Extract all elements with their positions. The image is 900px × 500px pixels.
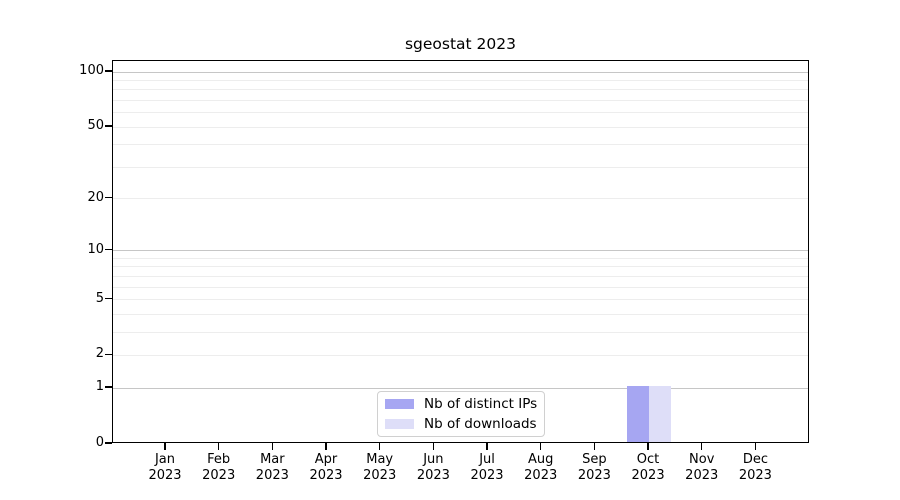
x-tick	[486, 443, 488, 450]
x-tick-label: Sep 2023	[577, 452, 611, 483]
gridline-minor	[113, 354, 808, 356]
legend-swatch-downloads	[385, 419, 414, 429]
x-tick-label: Feb 2023	[202, 452, 236, 483]
y-tick-label: 100	[79, 63, 104, 78]
legend-entry-distinct-ips: Nb of distinct IPs	[385, 396, 544, 413]
x-tick	[378, 443, 381, 450]
x-tick-label: Jun 2023	[416, 452, 450, 483]
gridline-minor	[113, 198, 808, 200]
x-tick-label: Aug 2023	[524, 452, 558, 483]
gridline-minor	[113, 286, 808, 288]
y-tick	[105, 196, 112, 199]
chart-title: sgeostat 2023	[404, 35, 517, 53]
bar-distinct-ips	[627, 386, 650, 442]
y-tick-label: 0	[95, 435, 104, 450]
gridline-minor	[113, 299, 808, 301]
x-tick	[540, 443, 542, 450]
y-tick	[105, 70, 112, 72]
y-tick	[105, 125, 112, 127]
y-tick	[105, 353, 112, 356]
gridline-minor	[113, 126, 808, 128]
x-tick	[754, 443, 757, 450]
x-tick	[593, 443, 596, 450]
x-tick-label: Mar 2023	[255, 452, 289, 483]
legend: Nb of distinct IPs Nb of downloads	[377, 391, 545, 437]
x-tick	[217, 443, 220, 450]
gridline-minor	[113, 99, 808, 101]
gridline-minor	[113, 331, 808, 333]
x-tick-label: May 2023	[363, 452, 397, 483]
x-tick	[701, 443, 703, 450]
gridline-major	[113, 71, 808, 73]
legend-label-downloads: Nb of downloads	[424, 415, 537, 432]
x-tick-label: Apr 2023	[309, 452, 343, 483]
legend-label-distinct-ips: Nb of distinct IPs	[424, 395, 538, 412]
x-tick-label: Jan 2023	[148, 452, 182, 483]
gridline-minor	[113, 89, 808, 91]
gridline-minor	[113, 275, 808, 277]
plot-area	[112, 60, 809, 443]
legend-swatch-distinct-ips	[385, 399, 414, 409]
y-tick-label: 10	[87, 241, 104, 257]
gridline-minor	[113, 257, 808, 259]
y-tick	[105, 386, 112, 388]
gridline-major	[113, 250, 808, 252]
x-tick	[271, 443, 274, 450]
bar-downloads	[649, 386, 671, 442]
x-tick-label: Oct 2023	[631, 452, 665, 483]
legend-entry-downloads: Nb of downloads	[385, 416, 544, 433]
x-tick-label: Nov 2023	[685, 452, 719, 483]
x-tick	[647, 443, 649, 450]
y-tick	[105, 442, 112, 444]
y-tick-label: 2	[95, 346, 104, 362]
y-tick-label: 1	[95, 379, 104, 395]
y-tick	[105, 297, 112, 300]
x-tick	[325, 443, 327, 450]
gridline-minor	[113, 166, 808, 168]
y-tick	[105, 249, 112, 251]
y-tick-label: 20	[87, 189, 104, 205]
x-tick	[164, 443, 166, 450]
gridline-minor	[113, 144, 808, 146]
x-tick	[432, 443, 435, 450]
gridline-minor	[113, 313, 808, 315]
y-tick-label: 5	[95, 290, 104, 306]
gridline-minor	[113, 112, 808, 114]
x-tick-label: Dec 2023	[738, 452, 772, 483]
gridline-minor	[113, 79, 808, 81]
gridline-minor	[113, 266, 808, 268]
gridline-major	[113, 387, 808, 389]
x-tick-label: Jul 2023	[470, 452, 504, 483]
y-tick-label: 50	[87, 118, 104, 134]
